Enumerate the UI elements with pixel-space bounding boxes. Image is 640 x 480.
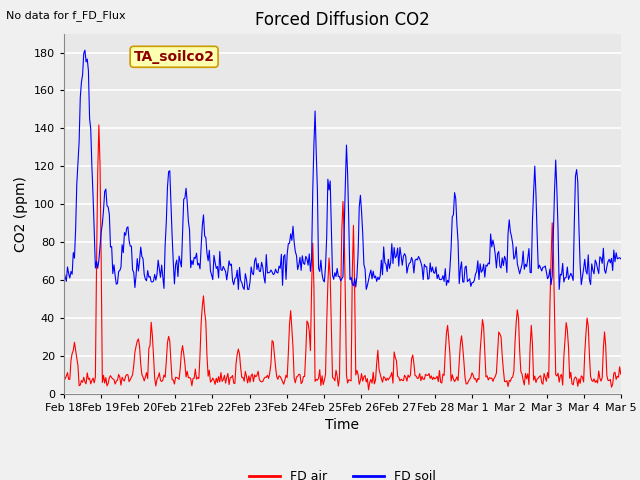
Text: No data for f_FD_Flux: No data for f_FD_Flux [6, 10, 126, 21]
Y-axis label: CO2 (ppm): CO2 (ppm) [14, 176, 28, 252]
Title: Forced Diffusion CO2: Forced Diffusion CO2 [255, 11, 430, 29]
Text: TA_soilco2: TA_soilco2 [134, 50, 214, 64]
X-axis label: Time: Time [325, 418, 360, 432]
Legend: FD air, FD soil: FD air, FD soil [244, 465, 441, 480]
